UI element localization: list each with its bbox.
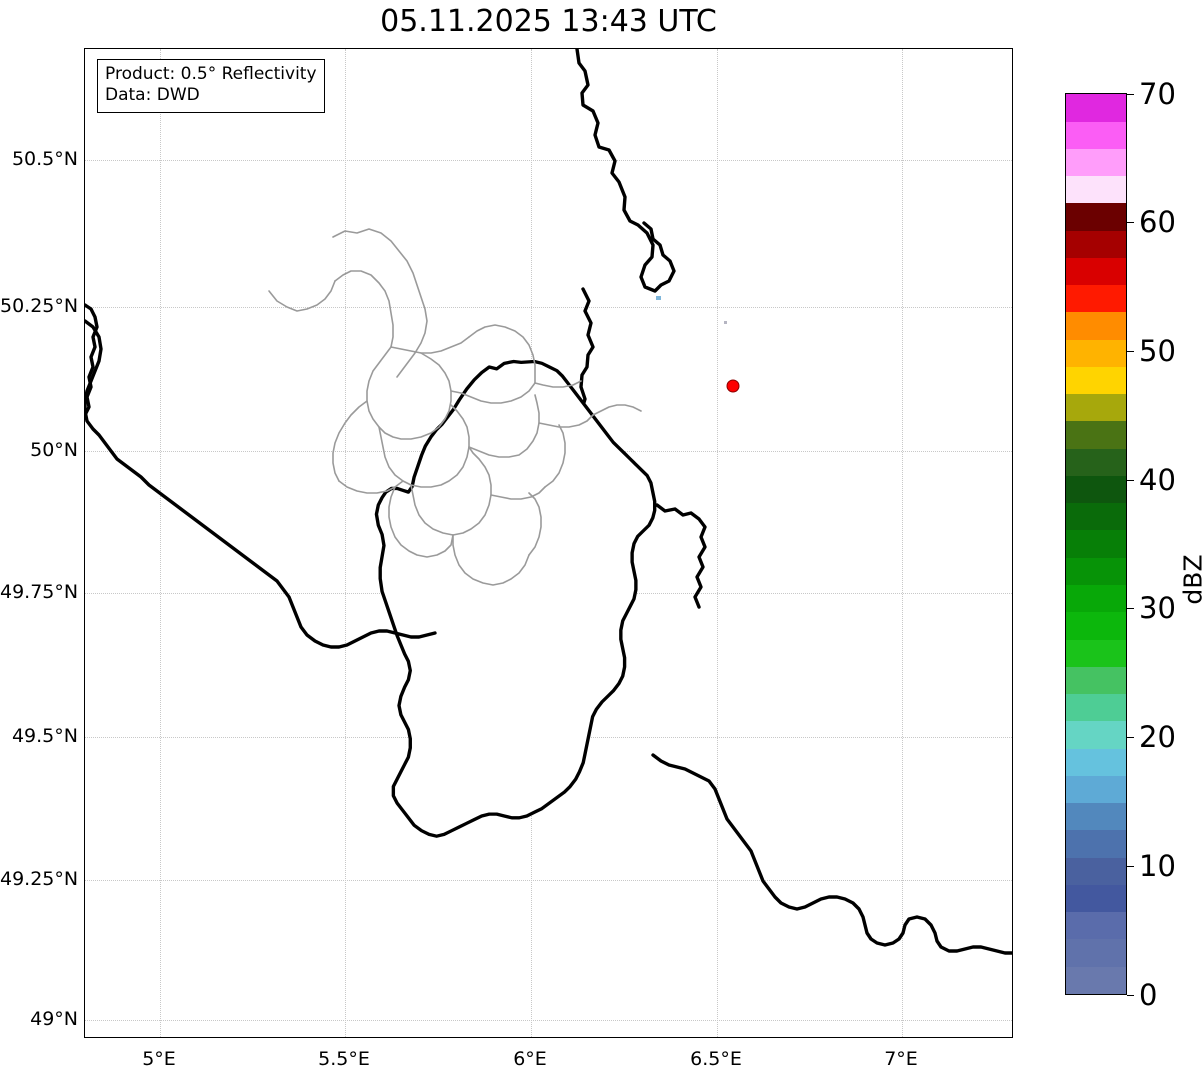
colorbar-tick-label: 70 — [1139, 77, 1176, 111]
colorbar-axis-label: dBZ — [1178, 554, 1202, 605]
national-border-be-west — [85, 303, 99, 417]
ytick-label: 50°N — [30, 439, 78, 461]
ytick-label: 49.5°N — [11, 725, 78, 747]
info-product-line: Product: 0.5° Reflectivity — [105, 64, 317, 84]
colorbar-tick-mark — [1127, 351, 1134, 352]
colorbar-band — [1066, 912, 1126, 940]
colorbar-band — [1066, 394, 1126, 422]
gridline-horizontal — [85, 307, 1012, 308]
colorbar-tick-labels: 0 10 20 30 40 50 60 70 — [1127, 0, 1202, 1081]
colorbar-tick-mark — [1127, 480, 1134, 481]
colorbar-band — [1066, 830, 1126, 858]
colorbar-tick-label: 20 — [1139, 720, 1176, 754]
page-title: 05.11.2025 13:43 UTC — [380, 4, 717, 39]
colorbar-tick-label: 30 — [1139, 591, 1176, 625]
colorbar-band — [1066, 775, 1126, 804]
info-data-line: Data: DWD — [105, 85, 200, 106]
colorbar-tick-label: 0 — [1139, 978, 1158, 1012]
xtick-label: 5°E — [142, 1048, 176, 1070]
colorbar-band — [1066, 148, 1126, 177]
colorbar-tick-mark — [1127, 995, 1134, 996]
colorbar-band — [1066, 557, 1126, 586]
xtick-label: 6°E — [513, 1048, 547, 1070]
reflectivity-colorbar[interactable] — [1065, 93, 1127, 995]
colorbar-band — [1066, 748, 1126, 776]
ytick-label: 49.25°N — [0, 868, 79, 890]
colorbar-band — [1066, 939, 1126, 967]
radar-map-axes[interactable]: Product: 0.5° Reflectivity Data: DWD — [84, 48, 1013, 1038]
gridline-vertical — [160, 49, 161, 1037]
colorbar-band — [1066, 639, 1126, 667]
colorbar-band — [1066, 121, 1126, 149]
gridline-horizontal — [85, 880, 1012, 881]
colorbar-band — [1066, 176, 1126, 204]
colorbar-band — [1066, 966, 1126, 994]
colorbar-tick-mark — [1127, 222, 1134, 223]
colorbar-tick-label: 40 — [1139, 463, 1176, 497]
national-border-be-fr — [85, 319, 437, 649]
xtick-label: 6.5°E — [690, 1048, 742, 1070]
colorbar-band — [1066, 312, 1126, 340]
radar-echo-pixel — [724, 321, 727, 324]
national-border-be-de — [575, 49, 676, 293]
colorbar-tick-label: 60 — [1139, 205, 1176, 239]
colorbar-band — [1066, 884, 1126, 913]
colorbar-band — [1066, 448, 1126, 476]
colorbar-tick-mark — [1127, 866, 1134, 867]
colorbar-band — [1066, 257, 1126, 286]
colorbar-tick-mark — [1127, 608, 1134, 609]
product-info-box: Product: 0.5° Reflectivity Data: DWD — [97, 59, 325, 113]
colorbar-band — [1066, 503, 1126, 531]
colorbar-tick-label: 50 — [1139, 334, 1176, 368]
colorbar-band — [1066, 421, 1126, 449]
ytick-label: 49°N — [30, 1008, 78, 1030]
radar-station-marker[interactable] — [726, 379, 740, 393]
colorbar-band — [1066, 203, 1126, 231]
colorbar-band — [1066, 530, 1126, 558]
colorbar-band — [1066, 694, 1126, 722]
colorbar-band — [1066, 857, 1126, 885]
ytick-label: 50.25°N — [0, 295, 79, 317]
gridline-horizontal — [85, 160, 1012, 161]
colorbar-band — [1066, 230, 1126, 258]
colorbar-band — [1066, 339, 1126, 367]
radar-echo-pixel — [656, 296, 661, 300]
colorbar-band — [1066, 803, 1126, 831]
xtick-label: 5.5°E — [318, 1048, 370, 1070]
colorbar-band — [1066, 666, 1126, 695]
national-border-luxembourg — [374, 359, 657, 838]
map-borders-layer — [85, 49, 1012, 955]
colorbar-tick-mark — [1127, 737, 1134, 738]
colorbar-tick-mark — [1127, 94, 1134, 95]
colorbar-band — [1066, 285, 1126, 313]
xtick-label: 7°E — [884, 1048, 918, 1070]
colorbar-tick-label: 10 — [1139, 849, 1176, 883]
district-borders — [268, 228, 642, 586]
gridline-vertical — [717, 49, 718, 1037]
gridline-vertical — [902, 49, 903, 1037]
colorbar-band — [1066, 585, 1126, 613]
ytick-label: 50.5°N — [11, 148, 78, 170]
colorbar-band — [1066, 475, 1126, 504]
colorbar-band — [1066, 366, 1126, 395]
national-border-fr-de — [651, 753, 1012, 955]
colorbar-band — [1066, 721, 1126, 749]
gridline-horizontal — [85, 1020, 1012, 1021]
ytick-label: 49.75°N — [0, 581, 79, 603]
colorbar-band — [1066, 612, 1126, 640]
colorbar-band — [1066, 94, 1126, 122]
gridline-vertical — [345, 49, 346, 1037]
